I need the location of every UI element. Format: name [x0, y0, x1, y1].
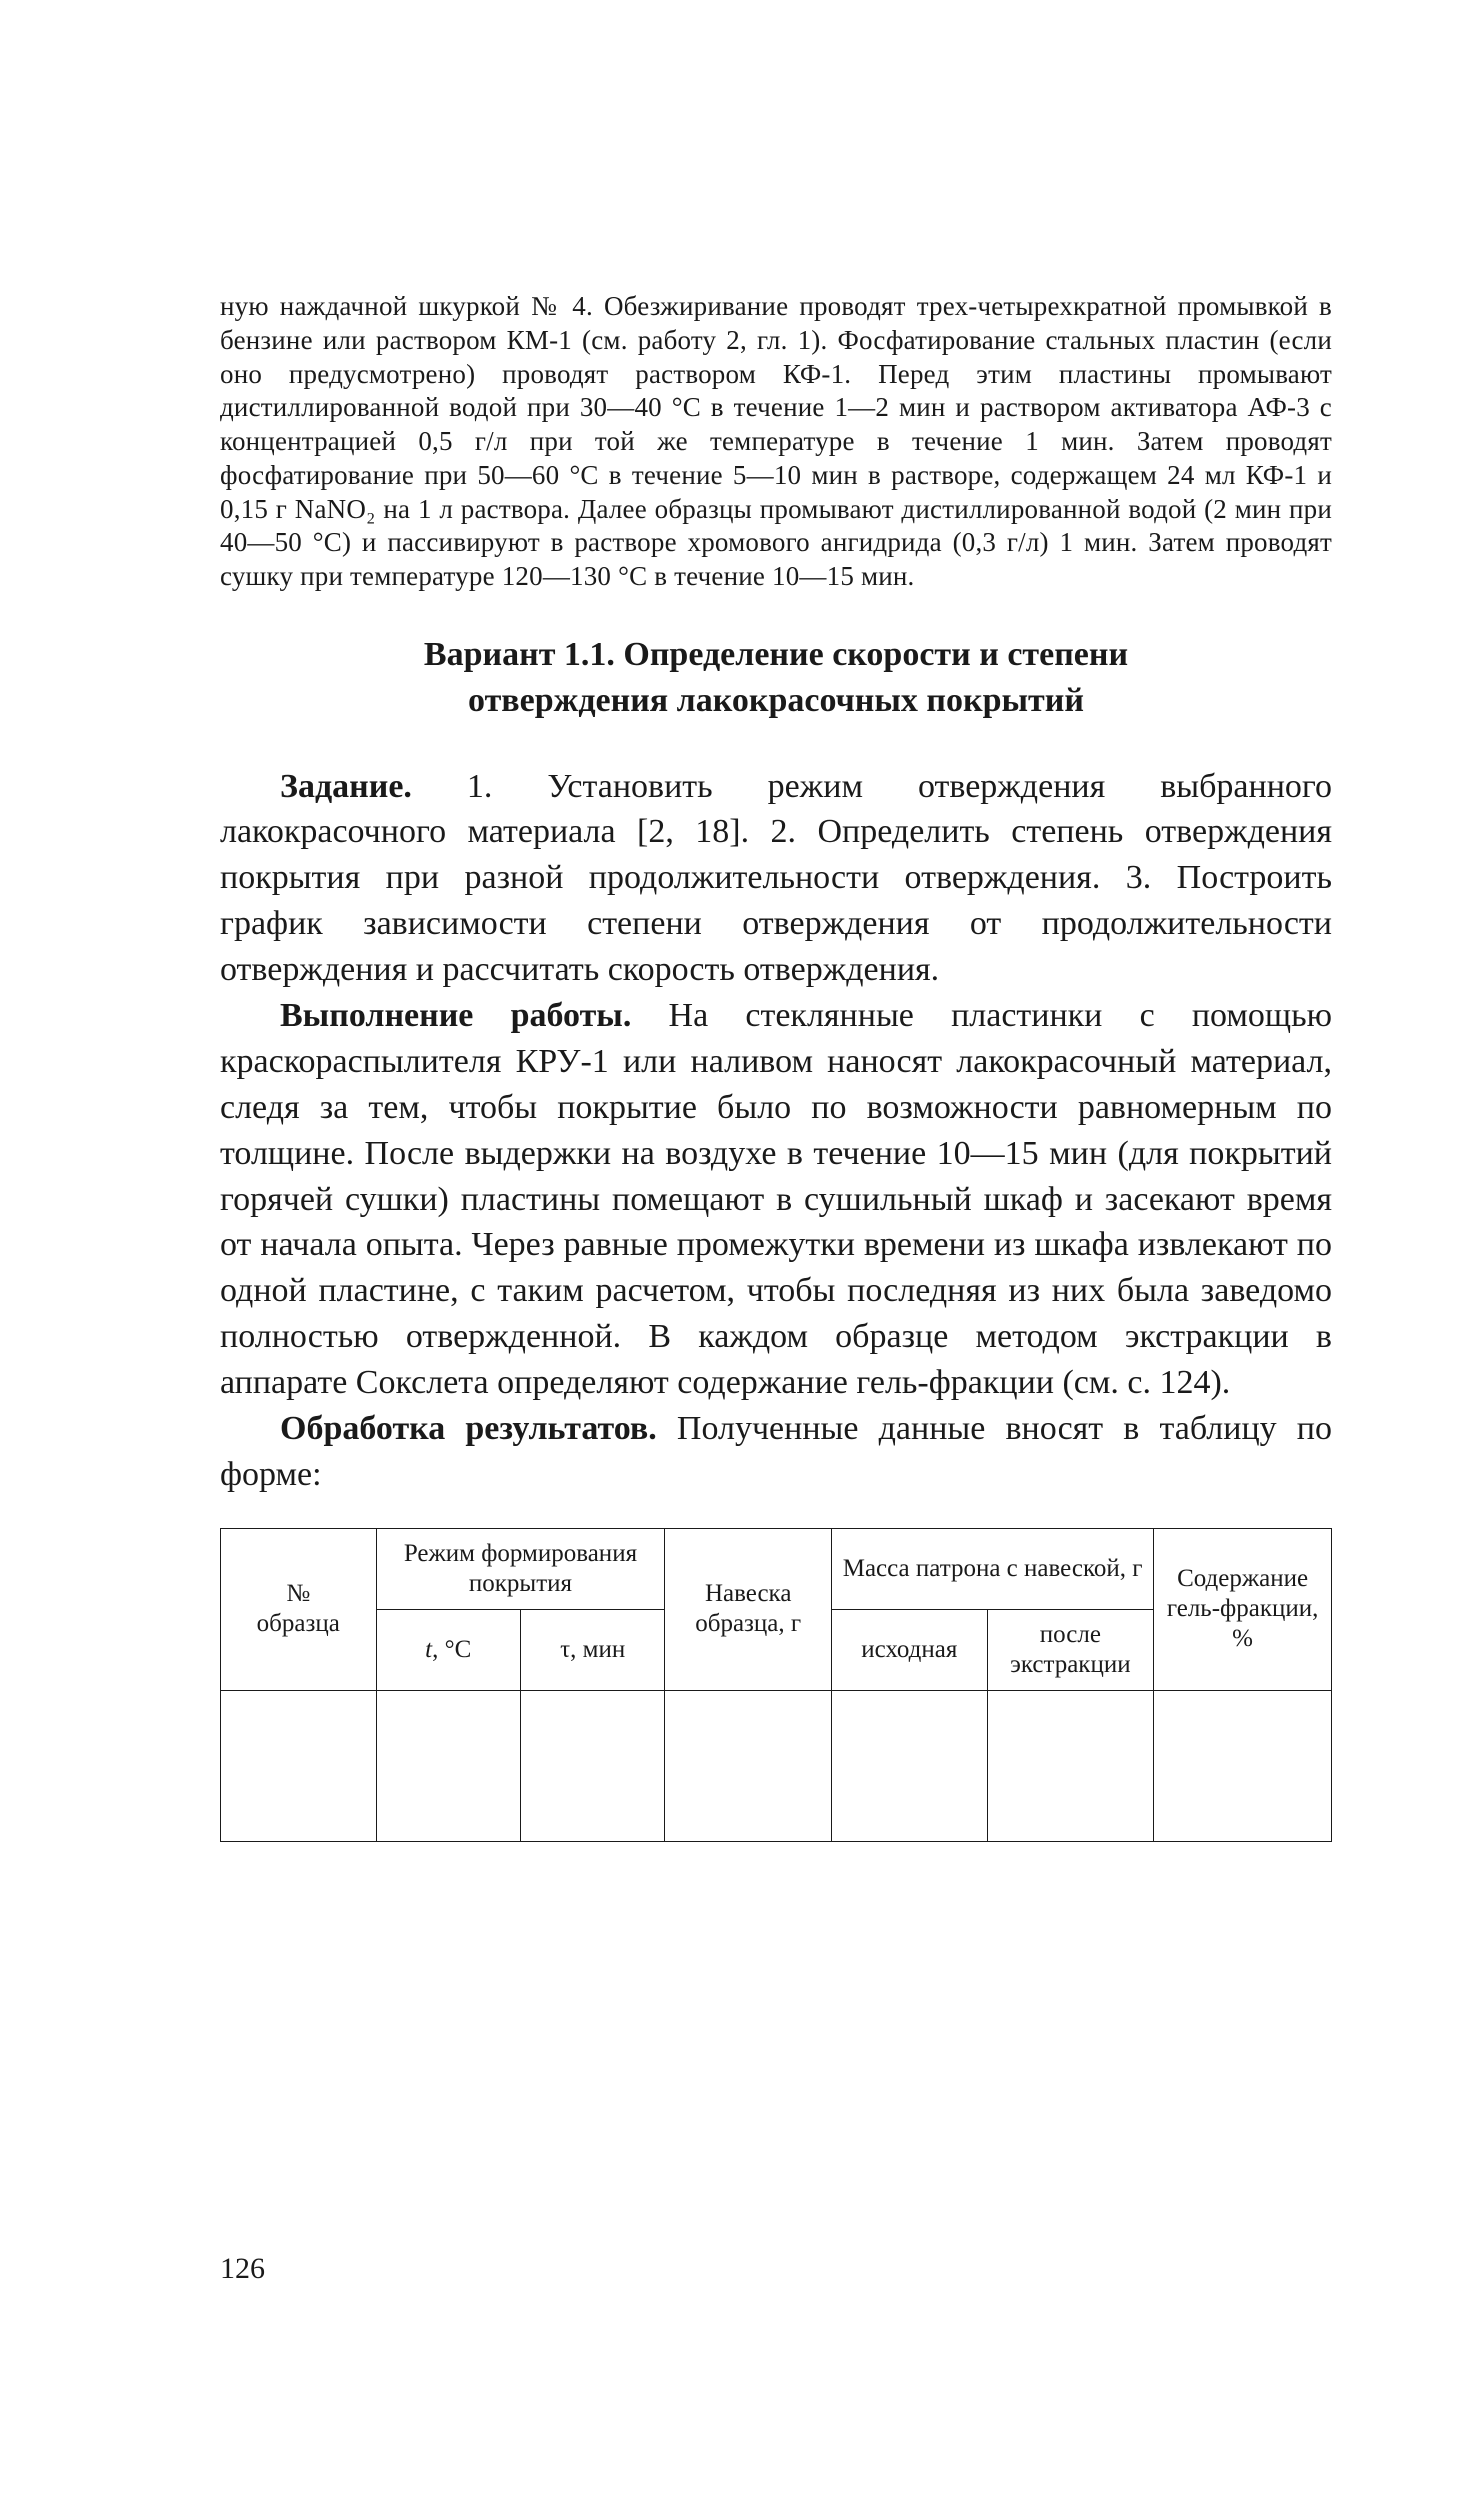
th-tau-min: τ, мин [520, 1609, 664, 1690]
results-table: №образца Режим формирования покрытия Нав… [220, 1528, 1332, 1842]
heading-line-2: отверждения лакокрасочных покрытий [468, 682, 1084, 719]
th-sample-mass: Навеска образца, г [665, 1528, 832, 1690]
th-initial: исходная [832, 1609, 988, 1690]
cell-initial [832, 1690, 988, 1841]
table-row [221, 1690, 1332, 1841]
section-heading: Вариант 1.1. Определение скорости и степ… [326, 632, 1226, 724]
cell-mass [665, 1690, 832, 1841]
th-t-c-text: t, °C [425, 1636, 471, 1663]
page-number: 126 [220, 2252, 265, 2286]
th-t-c: t, °C [376, 1609, 520, 1690]
results-paragraph: Обработка результатов. Полученные данные… [220, 1406, 1332, 1498]
th-regime-group: Режим формирования покрытия [376, 1528, 665, 1609]
cell-gel [1154, 1690, 1332, 1841]
th-cartridge-group: Масса патрона с навеской, г [832, 1528, 1154, 1609]
procedure-paragraph: Выполнение работы. На стеклянные пластин… [220, 993, 1332, 1406]
results-lead: Обработка результатов. [280, 1410, 657, 1447]
document-page: ную наждачной шкуркой № 4. Обезжиривание… [0, 0, 1472, 2496]
task-lead: Задание. [280, 768, 412, 805]
procedure-text: На стеклянные пластинки с помощью краско… [220, 997, 1332, 1401]
results-table-wrap: №образца Режим формирования покрытия Нав… [220, 1528, 1332, 1842]
procedure-lead: Выполнение работы. [280, 997, 631, 1034]
heading-line-1: Вариант 1.1. Определение скорости и степ… [424, 636, 1128, 673]
th-sample-no: №образца [221, 1528, 377, 1690]
cell-t-c [376, 1690, 520, 1841]
task-paragraph: Задание. 1. Установить режим отверждения… [220, 764, 1332, 993]
cell-tau [520, 1690, 664, 1841]
cell-after [987, 1690, 1154, 1841]
table-header-row-1: №образца Режим формирования покрытия Нав… [221, 1528, 1332, 1609]
cell-sample-no [221, 1690, 377, 1841]
th-gel-content: Содержание гель-фракции, % [1154, 1528, 1332, 1690]
th-after-extract: после экстракции [987, 1609, 1154, 1690]
intro-small-paragraph: ную наждачной шкуркой № 4. Обезжиривание… [220, 290, 1332, 594]
